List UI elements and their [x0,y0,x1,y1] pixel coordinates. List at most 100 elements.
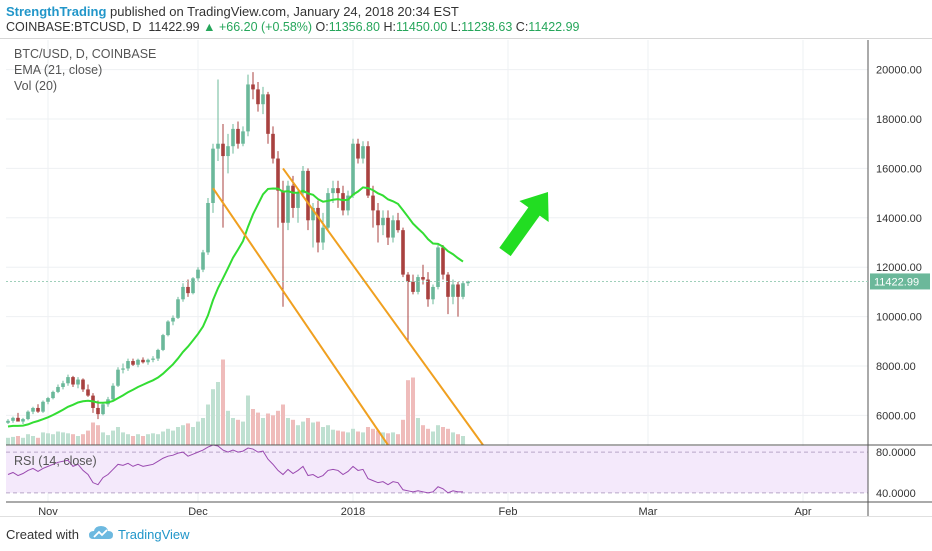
publish-line: StrengthTrading published on TradingView… [6,4,459,19]
date-tick-label: Dec [188,506,208,516]
ema-line [7,186,464,428]
candle-body [406,274,410,283]
candle-body [16,417,20,422]
volume-bar [206,404,210,445]
candle-body [321,227,325,243]
volume-bar [91,422,95,445]
candle-body [51,391,55,399]
candle-body [81,379,85,390]
volume-bar [116,427,120,445]
candle-body [396,220,400,231]
volume-bar [136,434,140,445]
volume-bar [16,436,20,445]
volume-bar [241,421,245,445]
legend-ema: EMA (21, close) [14,63,102,77]
volume-bar [276,410,280,445]
chart-area[interactable]: 6000.00 8000.00 10000.00 12000.00 14000.00 16… [0,40,932,516]
candle-body [436,247,440,287]
volume-bar [106,435,110,445]
legend-rsi: RSI (14, close) [14,454,97,468]
candle-body [261,94,265,105]
candle-body [441,247,445,275]
candle-body [226,146,230,157]
candle-body [21,419,25,422]
last-price: 11422.99 [148,20,200,34]
volume-bar [86,430,90,445]
volume-bar [251,409,255,445]
candle-body [276,158,280,191]
price-tick-label: 20000.00 [876,65,922,77]
price-tick-label: 18000.00 [876,114,922,126]
volume-bar [171,430,175,445]
legend-symbol: BTC/USD, D, COINBASE [14,47,156,61]
close-value: 11422.99 [528,20,580,34]
price-tick-label: 14000.00 [876,213,922,225]
candle-body [316,207,320,243]
volume-bar [336,430,340,445]
candle-body [381,217,385,226]
volume-bar [426,428,430,445]
candle-body [331,188,335,194]
header-divider [0,38,932,39]
tradingview-logo[interactable]: TradingView [88,524,198,544]
volume-bar [221,359,225,445]
low-label: L: [450,20,462,34]
volume-bar [181,425,185,445]
candle-body [431,286,435,300]
candle-body [36,407,40,412]
cloud-icon [89,526,113,539]
low-value: 11238.63 [461,20,513,34]
candle-body [116,369,120,386]
candle-body [186,286,190,294]
candle-body [181,286,185,300]
volume-bar [436,425,440,445]
candle-body [146,359,150,363]
candle-body [456,284,460,297]
volume-bar [296,425,300,445]
chart-header: StrengthTrading published on TradingView… [0,0,932,40]
volume-bar [366,427,370,445]
candle-body [301,170,305,194]
volume-bar [246,395,250,445]
rsi-pane [6,444,868,494]
channel-lines [212,167,484,446]
close-label: C: [515,20,529,34]
volume-bar [76,436,80,445]
volume-bar [81,434,85,445]
axes: 6000.00 8000.00 10000.00 12000.00 14000.00 16… [6,40,932,516]
volume-bar [126,434,130,445]
candle-body [306,170,310,221]
candle-body [86,389,90,396]
volume-bar [386,433,390,445]
legend: BTC/USD, D, COINBASE EMA (21, close) Vol… [14,47,156,468]
volume-bar [61,432,65,445]
candle-body [46,398,50,402]
candle-body [61,383,65,387]
volume-bar [196,421,200,445]
candle-body [206,202,210,253]
volume-bar [46,433,50,445]
candle-body [451,284,455,297]
candle-body [141,359,145,363]
candle-body [336,188,340,194]
ohlc-line: COINBASE:BTCUSD, D 11422.99 ▲ +66.20 (+0… [6,20,580,34]
volume-bar [356,431,360,445]
volume-bar [186,423,190,445]
candle-body [216,143,220,149]
candle-body [446,274,450,297]
candle-body [271,133,275,159]
candle-body [351,143,355,196]
author-link[interactable]: StrengthTrading [6,4,107,19]
candle-body [6,420,10,423]
candle-body [41,401,45,412]
candle-body [126,361,130,369]
volume-bar [176,427,180,445]
candle-body [121,368,125,370]
volume-bar [316,421,320,445]
volume-bar [461,436,465,445]
volume-bar [216,382,220,445]
candle-body [376,210,380,226]
volume-bar [51,434,55,445]
grid [6,40,868,502]
candle-body [346,195,350,211]
